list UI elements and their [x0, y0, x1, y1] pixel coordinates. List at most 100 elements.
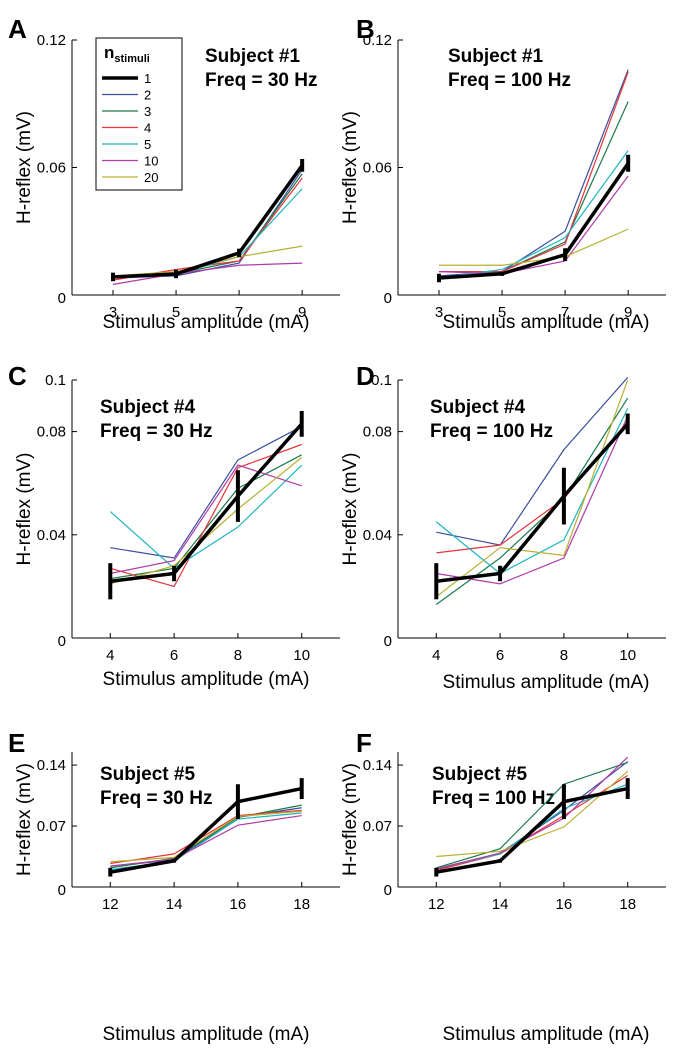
x-tick-label: 10: [619, 647, 636, 664]
y-tick-label: 0.04: [37, 527, 66, 544]
series-line: [110, 425, 302, 559]
y-tick-label: 0.07: [37, 818, 66, 835]
series-line: [438, 71, 629, 273]
annotation: Freq = 100 Hz: [432, 788, 555, 809]
series-line: [112, 245, 303, 277]
y-tick-label: 0.14: [37, 757, 66, 774]
annotation: Subject #4: [100, 397, 195, 418]
legend-title-main: n: [104, 43, 114, 62]
x-tick-label: 8: [560, 647, 568, 664]
x-tick-label: 5: [498, 304, 506, 321]
panel: C 0 0.04 0.08 0.1 4 6 8 10 Stimulus amplitude (mA…: [8, 361, 340, 690]
x-axis-label: Stimulus amplitude (mA): [103, 1024, 310, 1045]
series-line: [436, 377, 629, 546]
series-line: [109, 464, 303, 570]
x-tick-label: 9: [298, 304, 306, 321]
annotation: Subject #5: [100, 764, 195, 785]
series-line: [110, 454, 302, 580]
y-axis-label: H-reflex (mV): [340, 763, 361, 876]
x-tick-label: 12: [102, 896, 119, 913]
panel-letter: B: [356, 14, 375, 44]
y-tick-label: 0: [58, 633, 66, 650]
x-tick-label: 3: [109, 304, 117, 321]
y-tick-label: 0.1: [45, 372, 66, 389]
y-axis-label: H-reflex (mV): [14, 111, 35, 224]
y-tick-label: 0: [58, 882, 66, 899]
y-tick-label: 0.1: [371, 372, 392, 389]
y-tick-label: 0: [58, 290, 66, 307]
panel-letter: A: [8, 14, 27, 44]
panel-letter: C: [8, 361, 27, 391]
annotation: Subject #5: [432, 764, 527, 785]
series-line: [110, 810, 302, 863]
y-tick-label: 0.06: [363, 160, 392, 177]
y-axis-label: H-reflex (mV): [14, 763, 35, 876]
x-tick-label: 8: [234, 647, 242, 664]
series-line: [438, 228, 629, 266]
y-tick-label: 0.04: [363, 527, 392, 544]
x-tick-label: 4: [432, 647, 440, 664]
y-tick-label: 0.08: [37, 424, 66, 441]
annotation: Freq = 100 Hz: [448, 70, 571, 91]
panel: F 0 0.07 0.14 12 14 16 18 Stimulus amplitude (mA…: [340, 728, 666, 1045]
panel: E 0 0.07 0.14 12 14 16 18 Stimulus amplitude (mA…: [8, 728, 340, 1045]
x-tick-label: 10: [293, 647, 310, 664]
x-tick-label: 6: [496, 647, 504, 664]
x-axis-label: Stimulus amplitude (mA): [443, 312, 650, 333]
x-tick-label: 7: [561, 304, 569, 321]
legend-label: 10: [144, 154, 158, 169]
x-tick-label: 16: [230, 896, 247, 913]
series-line: [110, 809, 302, 865]
series-line: [436, 770, 629, 858]
legend-label: 5: [144, 137, 151, 152]
y-tick-label: 0.14: [363, 757, 392, 774]
legend-box: [95, 37, 183, 191]
y-tick-label: 0.08: [363, 424, 392, 441]
legend-label: 3: [144, 104, 151, 119]
series-line: [110, 464, 302, 575]
x-tick-label: 18: [619, 896, 636, 913]
series-line: [110, 443, 302, 588]
series-line: [438, 175, 629, 275]
annotation: Freq = 30 Hz: [100, 421, 212, 442]
legend-title: nstimuli: [104, 43, 150, 65]
x-tick-label: 6: [170, 647, 178, 664]
series-line: [110, 422, 304, 583]
annotation: Subject #4: [430, 397, 525, 418]
y-tick-label: 0: [384, 633, 392, 650]
series-line: [109, 786, 303, 874]
x-tick-label: 7: [235, 304, 243, 321]
series-line: [438, 69, 629, 277]
y-tick-label: 0.12: [363, 32, 392, 49]
series-line: [436, 756, 629, 870]
annotation: Freq = 30 Hz: [100, 788, 212, 809]
series-line: [112, 262, 303, 285]
x-tick-label: 14: [492, 896, 509, 913]
legend-label: 4: [144, 121, 151, 136]
y-axis-label: H-reflex (mV): [340, 111, 361, 224]
y-tick-label: 0.06: [37, 160, 66, 177]
panel-letter: D: [356, 361, 375, 391]
legend-label: 1: [144, 71, 151, 86]
x-tick-label: 3: [435, 304, 443, 321]
series-line: [435, 408, 629, 575]
series-line: [112, 164, 304, 279]
legend-title-sub: stimuli: [114, 53, 149, 65]
x-tick-label: 14: [166, 896, 183, 913]
y-tick-label: 0.07: [363, 818, 392, 835]
x-tick-label: 9: [624, 304, 632, 321]
y-tick-label: 0: [384, 882, 392, 899]
annotation: Subject #1: [448, 46, 543, 67]
series-line: [436, 761, 628, 869]
x-axis-label: Stimulus amplitude (mA): [103, 669, 310, 690]
x-tick-label: 12: [428, 896, 445, 913]
x-tick-label: 5: [172, 304, 180, 321]
series-line: [435, 397, 629, 605]
series-line: [110, 812, 302, 871]
y-axis-label: H-reflex (mV): [14, 453, 35, 566]
annotation: Subject #1: [205, 46, 300, 67]
annotation: Freq = 30 Hz: [205, 70, 317, 91]
